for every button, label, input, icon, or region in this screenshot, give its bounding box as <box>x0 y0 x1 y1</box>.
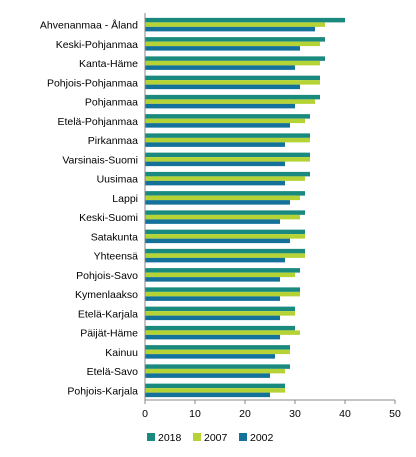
bar-2007-5 <box>145 118 305 124</box>
category-label: Etelä-Pohjanmaa <box>57 116 138 128</box>
bar-2002-14 <box>145 296 280 301</box>
bar-2002-2 <box>145 65 295 70</box>
bar-2007-2 <box>145 60 320 66</box>
bar-2002-6 <box>145 142 285 147</box>
category-label: Pohjois-Pohjanmaa <box>47 77 138 89</box>
bar-2018-11 <box>145 229 305 235</box>
category-label: Keski-Pohjanmaa <box>56 39 138 51</box>
bar-2018-5 <box>145 114 310 119</box>
bar-2018-14 <box>145 287 300 292</box>
category-label: Etelä-Savo <box>87 366 139 378</box>
bar-2002-17 <box>145 354 275 359</box>
bar-2007-0 <box>145 22 325 27</box>
category-label: Lappi <box>112 193 138 205</box>
category-label: Pohjois-Savo <box>76 270 138 282</box>
category-label: Varsinais-Suomi <box>62 154 138 166</box>
category-label: Pirkanmaa <box>88 135 138 147</box>
bar-2002-0 <box>145 26 315 32</box>
bar-2018-7 <box>145 152 310 158</box>
bar-2018-19 <box>145 383 285 389</box>
bar-2002-10 <box>145 219 280 224</box>
legend-label-2002: 2002 <box>250 432 274 444</box>
x-tick-label: 10 <box>189 408 201 420</box>
category-label: Kanta-Häme <box>79 58 138 70</box>
category-label: Keski-Suomi <box>79 212 138 224</box>
category-label: Pohjanmaa <box>85 97 138 109</box>
x-tick-label: 50 <box>389 408 401 420</box>
legend: 2018 2007 2002 <box>147 432 274 444</box>
legend-label-2018: 2018 <box>158 432 182 444</box>
bar-2018-13 <box>145 268 300 273</box>
bar-2007-13 <box>145 272 295 278</box>
bar-2018-18 <box>145 364 290 369</box>
category-label: Satakunta <box>91 231 138 243</box>
bar-2007-1 <box>145 41 320 47</box>
bar-2007-7 <box>145 157 310 162</box>
x-tick-label: 30 <box>289 408 301 420</box>
bar-2007-17 <box>145 349 290 355</box>
category-label: Etelä-Karjala <box>78 308 138 320</box>
bar-2002-15 <box>145 315 280 321</box>
bar-2018-1 <box>145 37 325 42</box>
legend-swatch-2002 <box>239 433 247 441</box>
bar-2018-9 <box>145 191 305 196</box>
bar-2002-7 <box>145 161 285 167</box>
bar-2007-15 <box>145 311 295 316</box>
bar-2007-8 <box>145 176 305 181</box>
bar-2002-18 <box>145 373 270 378</box>
x-axis-ticks: 0 10 20 30 40 50 <box>142 400 401 420</box>
category-label: Päijät-Häme <box>80 328 138 340</box>
bar-2018-8 <box>145 171 310 177</box>
bar-2007-6 <box>145 137 310 143</box>
category-label: Ahvenanmaa - Åland <box>40 19 138 32</box>
bar-2018-15 <box>145 306 295 312</box>
bar-2002-19 <box>145 392 270 398</box>
category-labels: Ahvenanmaa - Åland Keski-Pohjanmaa Kanta-H… <box>40 19 138 398</box>
bar-2018-17 <box>145 345 290 350</box>
bar-2007-19 <box>145 388 285 393</box>
bar-2018-12 <box>145 248 305 254</box>
bar-2018-4 <box>145 94 320 100</box>
bar-2002-16 <box>145 334 280 340</box>
bar-2018-16 <box>145 325 295 331</box>
bar-2007-14 <box>145 291 300 297</box>
bar-2007-10 <box>145 214 300 220</box>
bar-2018-3 <box>145 75 320 81</box>
bar-2002-4 <box>145 103 295 109</box>
bar-2002-1 <box>145 46 300 51</box>
bar-2018-6 <box>145 133 310 138</box>
bar-2007-11 <box>145 234 305 239</box>
bar-2002-3 <box>145 84 300 90</box>
x-tick-label: 20 <box>239 408 251 420</box>
bar-2002-12 <box>145 257 285 263</box>
category-label: Kymenlaakso <box>75 289 138 301</box>
bar-2018-0 <box>145 17 345 23</box>
bars-group <box>145 17 345 398</box>
bar-2018-10 <box>145 210 305 215</box>
x-tick-label: 0 <box>142 408 148 420</box>
bar-2007-9 <box>145 195 300 201</box>
bar-2002-9 <box>145 200 290 205</box>
bar-2007-12 <box>145 253 305 258</box>
category-label: Yhteensä <box>94 251 139 263</box>
bar-2007-16 <box>145 330 300 335</box>
legend-label-2007: 2007 <box>204 432 228 444</box>
legend-swatch-2007 <box>193 433 201 441</box>
bar-2002-8 <box>145 180 285 186</box>
x-tick-label: 40 <box>339 408 351 420</box>
legend-swatch-2018 <box>147 433 155 441</box>
bar-2002-13 <box>145 277 280 282</box>
bar-2002-5 <box>145 123 290 128</box>
bar-2007-4 <box>145 99 315 104</box>
category-label: Uusimaa <box>97 174 139 186</box>
bar-2018-2 <box>145 56 325 61</box>
category-label: Kainuu <box>105 347 138 359</box>
bar-2002-11 <box>145 238 290 244</box>
bar-2007-3 <box>145 80 320 85</box>
category-label: Pohjois-Karjala <box>67 385 138 397</box>
bar-2007-18 <box>145 368 285 374</box>
